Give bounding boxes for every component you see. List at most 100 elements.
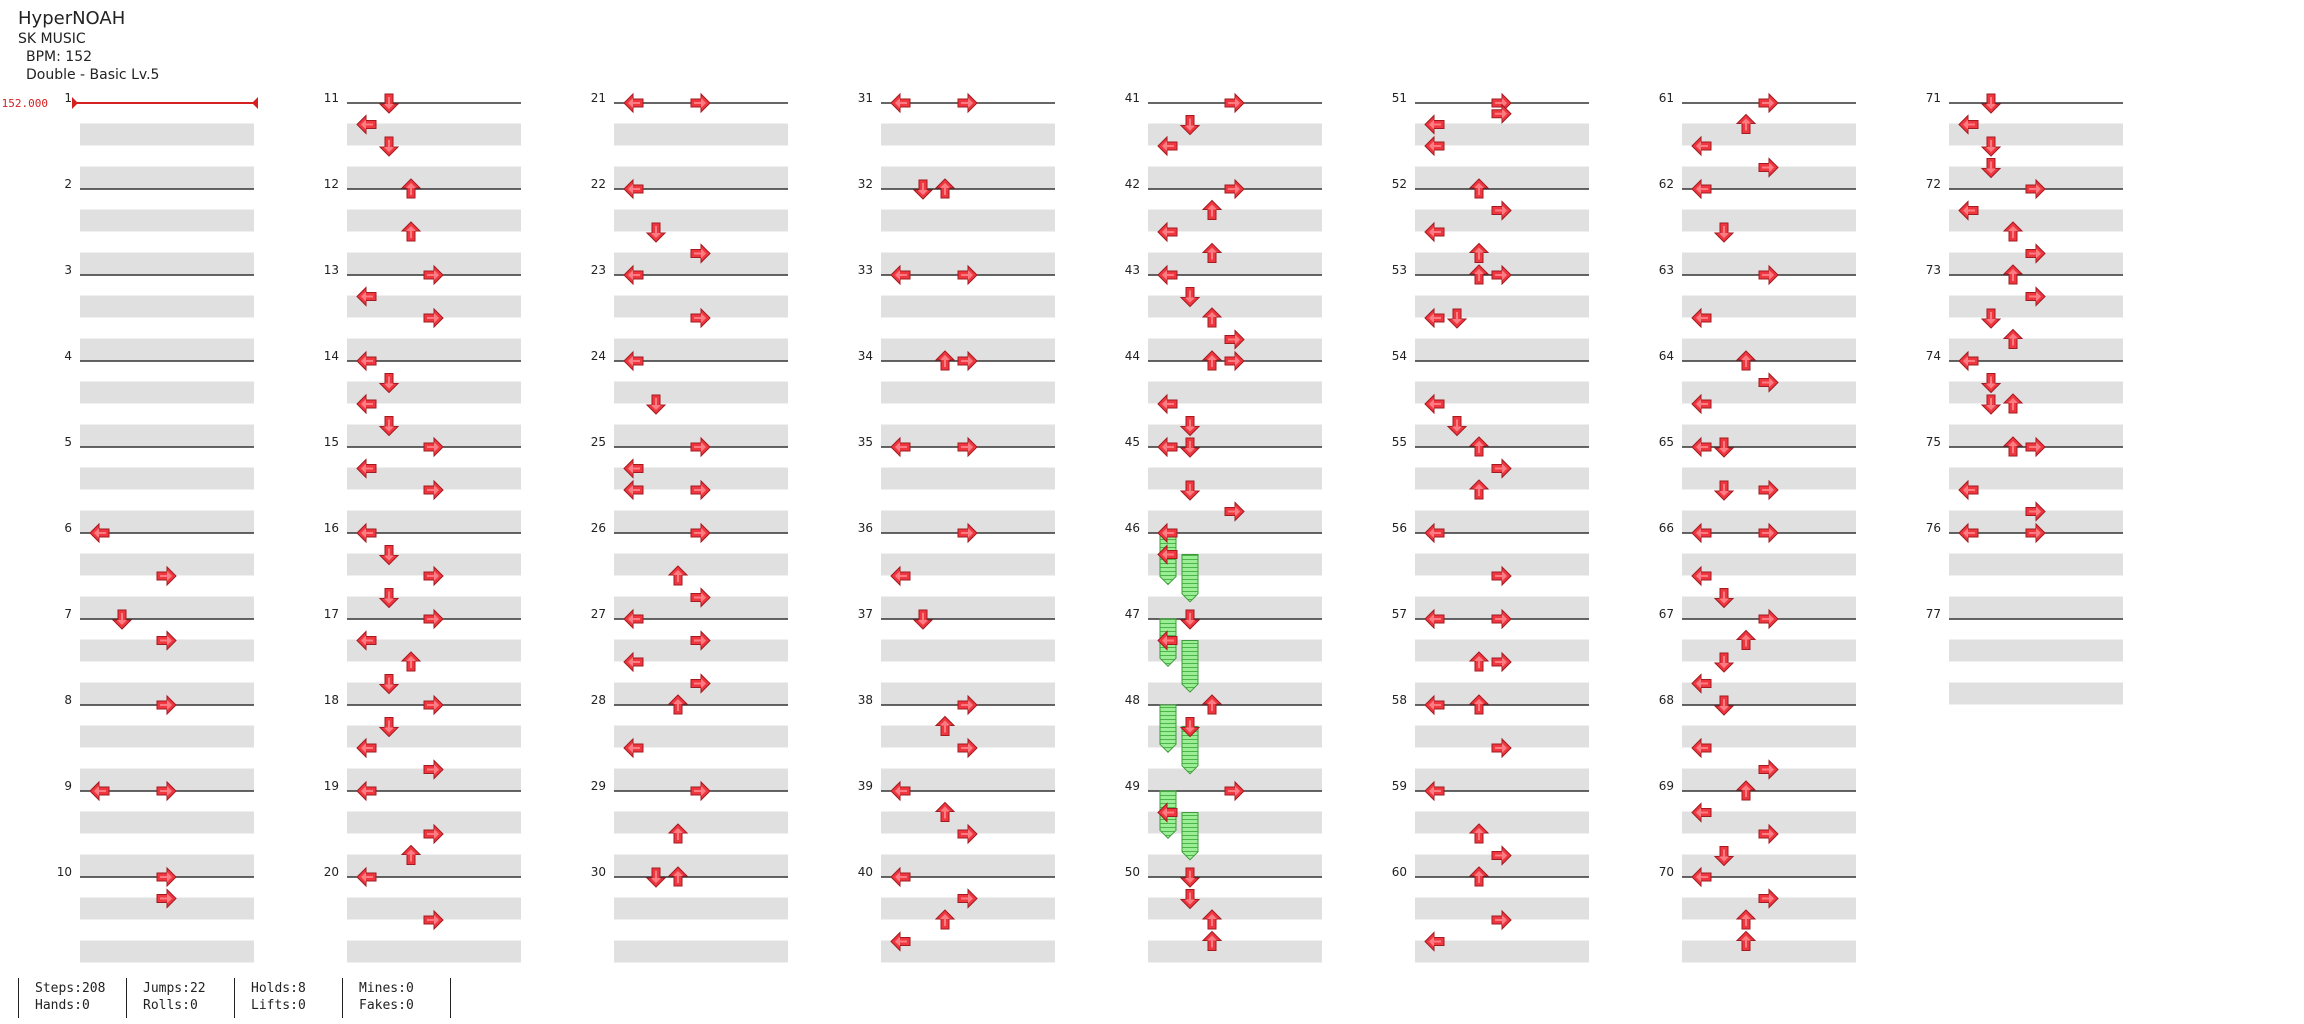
measure-25: 25 xyxy=(591,435,788,533)
lane-band xyxy=(80,768,254,791)
arrow-icon xyxy=(957,737,978,759)
arrow-icon xyxy=(957,264,978,286)
measure-number: 60 xyxy=(1392,865,1407,879)
measure-number: 9 xyxy=(64,779,72,793)
arrow-icon xyxy=(1179,717,1201,738)
lane-band xyxy=(80,639,254,662)
stat-value: Steps:208 xyxy=(35,981,106,996)
lane-band xyxy=(614,424,788,447)
arrow-icon xyxy=(1491,845,1512,866)
arrow-icon xyxy=(1424,135,1445,157)
measure-number: 43 xyxy=(1125,263,1140,277)
arrow-icon xyxy=(1958,479,1979,501)
arrow-icon xyxy=(1758,888,1779,909)
measure-number: 1 xyxy=(64,91,72,105)
hold-icon xyxy=(1181,812,1199,861)
lane-band xyxy=(1682,381,1856,404)
hold-icon xyxy=(1181,726,1199,775)
arrow-icon xyxy=(1980,136,2002,157)
lane-band xyxy=(80,166,254,189)
arrow-icon xyxy=(690,92,711,114)
measure-67: 67 xyxy=(1659,607,1856,705)
arrow-icon xyxy=(623,350,644,372)
hold-icon xyxy=(1181,640,1199,693)
lane-band xyxy=(614,596,788,619)
arrow-icon xyxy=(1691,565,1712,587)
lane-band xyxy=(1148,510,1322,533)
measure-number: 33 xyxy=(858,263,873,277)
arrow-icon xyxy=(623,608,644,630)
arrow-icon xyxy=(1224,501,1245,522)
stat-value: Jumps:22 xyxy=(143,981,206,996)
arrow-icon xyxy=(356,286,377,307)
arrow-icon xyxy=(1735,113,1757,134)
measure-number: 20 xyxy=(324,865,339,879)
lane-band xyxy=(80,682,254,705)
arrow-icon xyxy=(1491,200,1512,221)
lane-band xyxy=(1148,940,1322,963)
arrow-icon xyxy=(1980,158,2002,179)
lane-band xyxy=(1148,467,1322,490)
lane-band xyxy=(1682,252,1856,275)
lane-band xyxy=(1415,209,1589,232)
arrow-icon xyxy=(1691,802,1712,823)
arrow-icon xyxy=(1980,394,2002,415)
arrow-icon xyxy=(1491,651,1512,673)
measure-17: 17 xyxy=(324,607,521,705)
measure-44: 44 xyxy=(1125,349,1322,447)
lane-band xyxy=(347,338,521,361)
stat-value: Holds:8 xyxy=(251,981,306,996)
arrow-icon xyxy=(1491,565,1512,587)
measure-number: 28 xyxy=(591,693,606,707)
arrow-icon xyxy=(1491,909,1512,931)
arrow-icon xyxy=(623,479,644,501)
lane-band xyxy=(614,940,788,963)
lane-band xyxy=(881,252,1055,275)
arrow-icon xyxy=(2025,243,2046,264)
arrow-icon xyxy=(400,651,422,672)
arrow-icon xyxy=(1468,479,1490,500)
arrow-icon xyxy=(1424,780,1445,802)
arrow-icon xyxy=(934,715,956,736)
lane-band xyxy=(1949,424,2123,447)
lane-band xyxy=(80,209,254,232)
lane-band xyxy=(1682,897,1856,920)
measure-28: 28 xyxy=(591,693,788,791)
bpm-end-marker xyxy=(252,97,258,109)
arrow-icon xyxy=(1691,866,1712,888)
measure-number: 63 xyxy=(1659,263,1674,277)
arrow-icon xyxy=(1735,930,1757,951)
arrow-icon xyxy=(1179,867,1201,888)
lane-band xyxy=(881,553,1055,576)
lane-band xyxy=(614,381,788,404)
lane-band xyxy=(614,553,788,576)
lane-band xyxy=(614,768,788,791)
lane-band xyxy=(881,725,1055,748)
arrow-icon xyxy=(423,307,444,329)
lane-band xyxy=(1682,209,1856,232)
arrow-icon xyxy=(1958,522,1979,544)
arrow-icon xyxy=(1713,695,1735,716)
measure-number: 17 xyxy=(324,607,339,621)
hold-icon xyxy=(1181,554,1199,603)
arrow-icon xyxy=(1758,823,1779,845)
measure-number: 18 xyxy=(324,693,339,707)
measure-number: 51 xyxy=(1392,91,1407,105)
lane-band xyxy=(347,295,521,318)
measure-number: 29 xyxy=(591,779,606,793)
arrow-icon xyxy=(890,565,911,587)
lane-band xyxy=(1682,811,1856,834)
arrow-icon xyxy=(667,823,689,844)
arrow-icon xyxy=(623,651,644,673)
lane-band xyxy=(347,166,521,189)
arrow-icon xyxy=(1468,823,1490,844)
arrow-icon xyxy=(1758,522,1779,544)
arrow-icon xyxy=(356,866,377,888)
measure-69: 69 xyxy=(1659,779,1856,877)
arrow-icon xyxy=(378,588,400,609)
measure-52: 52 xyxy=(1392,177,1589,275)
measure-number: 14 xyxy=(324,349,339,363)
lane-band xyxy=(1949,467,2123,490)
measure-59: 59 xyxy=(1392,779,1589,877)
measure-number: 11 xyxy=(324,91,339,105)
